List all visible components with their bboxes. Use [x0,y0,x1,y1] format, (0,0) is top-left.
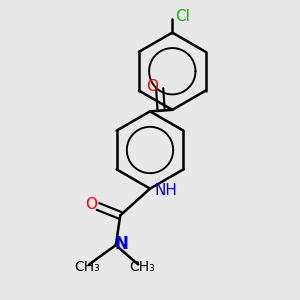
Text: CH₃: CH₃ [74,260,100,274]
Text: N: N [114,235,128,253]
Text: O: O [146,80,158,94]
Text: CH₃: CH₃ [129,260,154,274]
Text: NH: NH [155,183,178,198]
Text: O: O [85,196,98,211]
Text: Cl: Cl [175,9,190,24]
